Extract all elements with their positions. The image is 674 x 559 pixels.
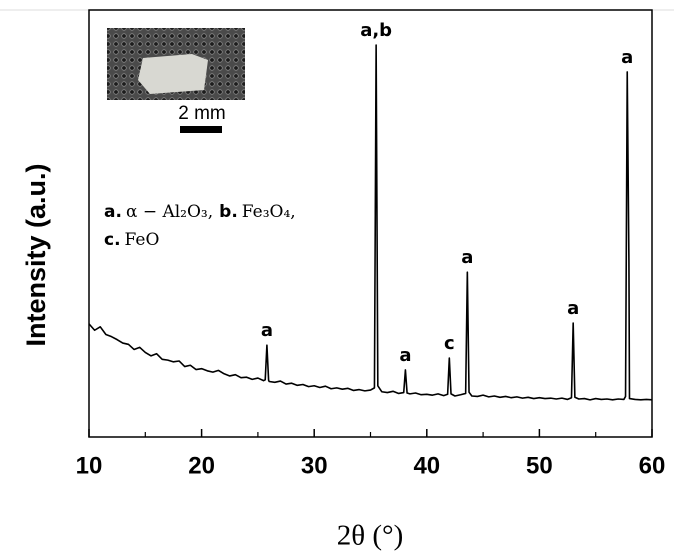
y-axis-label: Intensity (a.u.) bbox=[21, 163, 51, 346]
phase-letter: a. bbox=[104, 202, 122, 222]
phase-letter: b. bbox=[219, 202, 238, 222]
peak-label: a bbox=[461, 247, 473, 268]
x-tick-label: 60 bbox=[639, 452, 666, 479]
peak-label: a bbox=[621, 47, 633, 68]
phase-formula: Fe₃O₄, bbox=[242, 202, 296, 222]
peak-label: a,b bbox=[360, 20, 392, 41]
x-tick-label: 20 bbox=[188, 452, 215, 479]
x-tick-label: 10 bbox=[76, 452, 103, 479]
phase-letter: c. bbox=[104, 230, 121, 250]
peak-label: a bbox=[261, 320, 273, 341]
phase-key: a. α − Al₂O₃, b. Fe₃O₄, bbox=[104, 202, 296, 223]
scale-label: 2 mm bbox=[178, 103, 226, 124]
inset-sample bbox=[138, 54, 208, 94]
peak-label: a bbox=[399, 345, 411, 366]
phase-formula: α − Al₂O₃, bbox=[126, 202, 213, 222]
peak-label: c bbox=[444, 333, 455, 354]
inset: 2 mm bbox=[107, 28, 245, 133]
x-axis-label: 2θ (°) bbox=[337, 520, 404, 552]
x-tick-label: 40 bbox=[413, 452, 440, 479]
scale-bar bbox=[180, 126, 222, 133]
x-tick-label: 50 bbox=[526, 452, 553, 479]
phase-formula: FeO bbox=[125, 230, 160, 250]
peak-label: a bbox=[567, 298, 579, 319]
phase-key: c. FeO bbox=[104, 230, 159, 251]
xrd-line bbox=[88, 44, 653, 401]
x-tick-label: 30 bbox=[301, 452, 328, 479]
